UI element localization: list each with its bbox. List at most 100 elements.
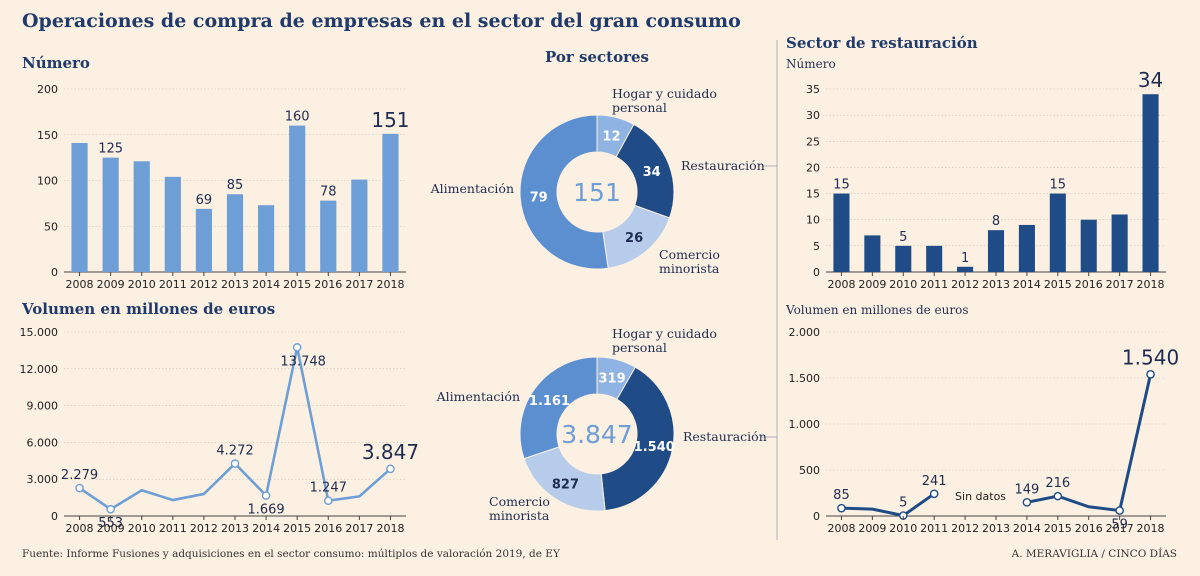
x-tick-label: 2018 bbox=[1137, 278, 1165, 291]
point-data-label: 1.540 bbox=[1122, 345, 1179, 369]
bar bbox=[926, 245, 943, 272]
x-tick-label: 2013 bbox=[221, 522, 249, 535]
donut-slice bbox=[600, 366, 675, 512]
x-tick-label: 2008 bbox=[827, 278, 855, 291]
y-tick-label: 500 bbox=[799, 464, 820, 477]
footer-credit: A. MERAVIGLIA / CINCO DÍAS bbox=[1011, 546, 1177, 560]
bar-data-label: 69 bbox=[196, 193, 213, 208]
bar-data-label: 78 bbox=[320, 185, 337, 200]
donut-slice bbox=[519, 114, 609, 270]
bar bbox=[258, 205, 275, 272]
slice-value-label: 34 bbox=[643, 165, 661, 180]
y-tick-label: 0 bbox=[51, 510, 58, 523]
x-tick-label: 2014 bbox=[252, 278, 280, 291]
bar bbox=[833, 193, 850, 272]
bar bbox=[957, 266, 974, 272]
bar bbox=[1111, 214, 1128, 272]
bar bbox=[1142, 94, 1159, 272]
x-tick-label: 2011 bbox=[159, 522, 187, 535]
category-label-line: Hogar y cuidado bbox=[612, 326, 717, 341]
bar-data-label: 125 bbox=[98, 142, 123, 157]
y-tick-label: 1.500 bbox=[789, 372, 821, 385]
data-point bbox=[929, 489, 939, 499]
y-tick-label: 1.000 bbox=[789, 418, 821, 431]
restauracion-numero-label: Número bbox=[786, 57, 836, 71]
page-title: Operaciones de compra de empresas en el … bbox=[22, 10, 741, 32]
data-point bbox=[386, 464, 395, 474]
x-tick-label: 2017 bbox=[1106, 522, 1134, 535]
bar bbox=[1018, 224, 1035, 272]
category-label-line: Comercio bbox=[659, 247, 720, 262]
x-tick-label: 2009 bbox=[858, 522, 886, 535]
y-tick-label: 25 bbox=[806, 135, 820, 148]
y-tick-label: 6.000 bbox=[27, 436, 59, 449]
y-tick-label: 10 bbox=[806, 214, 820, 227]
series-line bbox=[1026, 373, 1153, 513]
bar bbox=[1049, 193, 1066, 272]
y-tick-label: 35 bbox=[806, 83, 820, 96]
x-tick-label: 2018 bbox=[1137, 522, 1165, 535]
sectores-volumen-donut: 319 1.540 827 1.161 3.847 Hogar y cuidadopers… bbox=[436, 326, 767, 523]
bar-data-label: 1 bbox=[961, 251, 969, 266]
x-tick-label: 2016 bbox=[1075, 278, 1103, 291]
bar bbox=[164, 176, 181, 272]
slice-value-label: 26 bbox=[625, 231, 643, 246]
x-tick-label: 2017 bbox=[345, 522, 373, 535]
x-tick-label: 2017 bbox=[345, 278, 373, 291]
restauracion-volumen-label: Volumen en millones de euros bbox=[785, 303, 969, 317]
data-point bbox=[230, 459, 240, 468]
x-tick-label: 2015 bbox=[283, 522, 311, 535]
slice-value-label: 12 bbox=[602, 129, 620, 144]
point-data-label: 2.279 bbox=[61, 468, 98, 483]
y-tick-label: 30 bbox=[806, 109, 820, 122]
bar bbox=[382, 133, 399, 272]
x-tick-label: 2015 bbox=[283, 278, 311, 291]
bar bbox=[864, 235, 881, 272]
x-tick-label: 2018 bbox=[376, 522, 404, 535]
x-tick-label: 2018 bbox=[376, 278, 404, 291]
x-tick-label: 2012 bbox=[190, 278, 218, 291]
y-tick-label: 0 bbox=[813, 266, 820, 279]
donut-total: 151 bbox=[573, 178, 621, 207]
bar bbox=[133, 161, 150, 272]
x-tick-label: 2010 bbox=[889, 278, 917, 291]
slice-value-label: 1.161 bbox=[529, 394, 570, 409]
x-tick-label: 2010 bbox=[889, 522, 917, 535]
point-data-label: 13.748 bbox=[280, 354, 326, 369]
x-tick-label: 2011 bbox=[159, 278, 187, 291]
slice-value-label: 79 bbox=[530, 190, 548, 205]
bar-data-label: 85 bbox=[227, 178, 244, 193]
x-tick-label: 2013 bbox=[221, 278, 249, 291]
point-data-label: 553 bbox=[98, 516, 123, 531]
x-tick-label: 2016 bbox=[314, 278, 342, 291]
bar bbox=[351, 179, 368, 272]
bar bbox=[1080, 219, 1097, 272]
bar bbox=[320, 200, 337, 272]
x-tick-label: 2011 bbox=[920, 278, 948, 291]
data-point bbox=[837, 503, 846, 513]
bar-data-label: 15 bbox=[1050, 178, 1067, 193]
data-point bbox=[1146, 370, 1155, 379]
y-tick-label: 0 bbox=[813, 510, 820, 523]
numero-title: Número bbox=[22, 54, 90, 72]
x-tick-label: 2014 bbox=[1013, 522, 1041, 535]
y-tick-label: 50 bbox=[44, 220, 58, 233]
x-tick-label: 2011 bbox=[920, 522, 948, 535]
x-tick-label: 2015 bbox=[1044, 278, 1072, 291]
bar-data-label: 5 bbox=[899, 230, 907, 245]
bar bbox=[987, 230, 1005, 272]
point-data-label: 149 bbox=[1014, 482, 1039, 497]
restauracion-title: Sector de restauración bbox=[786, 34, 978, 52]
bar-data-label: 8 bbox=[992, 214, 1000, 229]
y-tick-label: 15 bbox=[806, 188, 820, 201]
data-point bbox=[1115, 506, 1124, 515]
x-tick-label: 2009 bbox=[97, 522, 125, 535]
data-point bbox=[1053, 491, 1063, 501]
bar bbox=[289, 125, 306, 272]
x-tick-label: 2012 bbox=[951, 522, 979, 535]
bar-data-label: 15 bbox=[833, 178, 850, 193]
x-tick-label: 2014 bbox=[1013, 278, 1041, 291]
x-tick-label: 2008 bbox=[827, 522, 855, 535]
x-tick-label: 2008 bbox=[66, 278, 94, 291]
